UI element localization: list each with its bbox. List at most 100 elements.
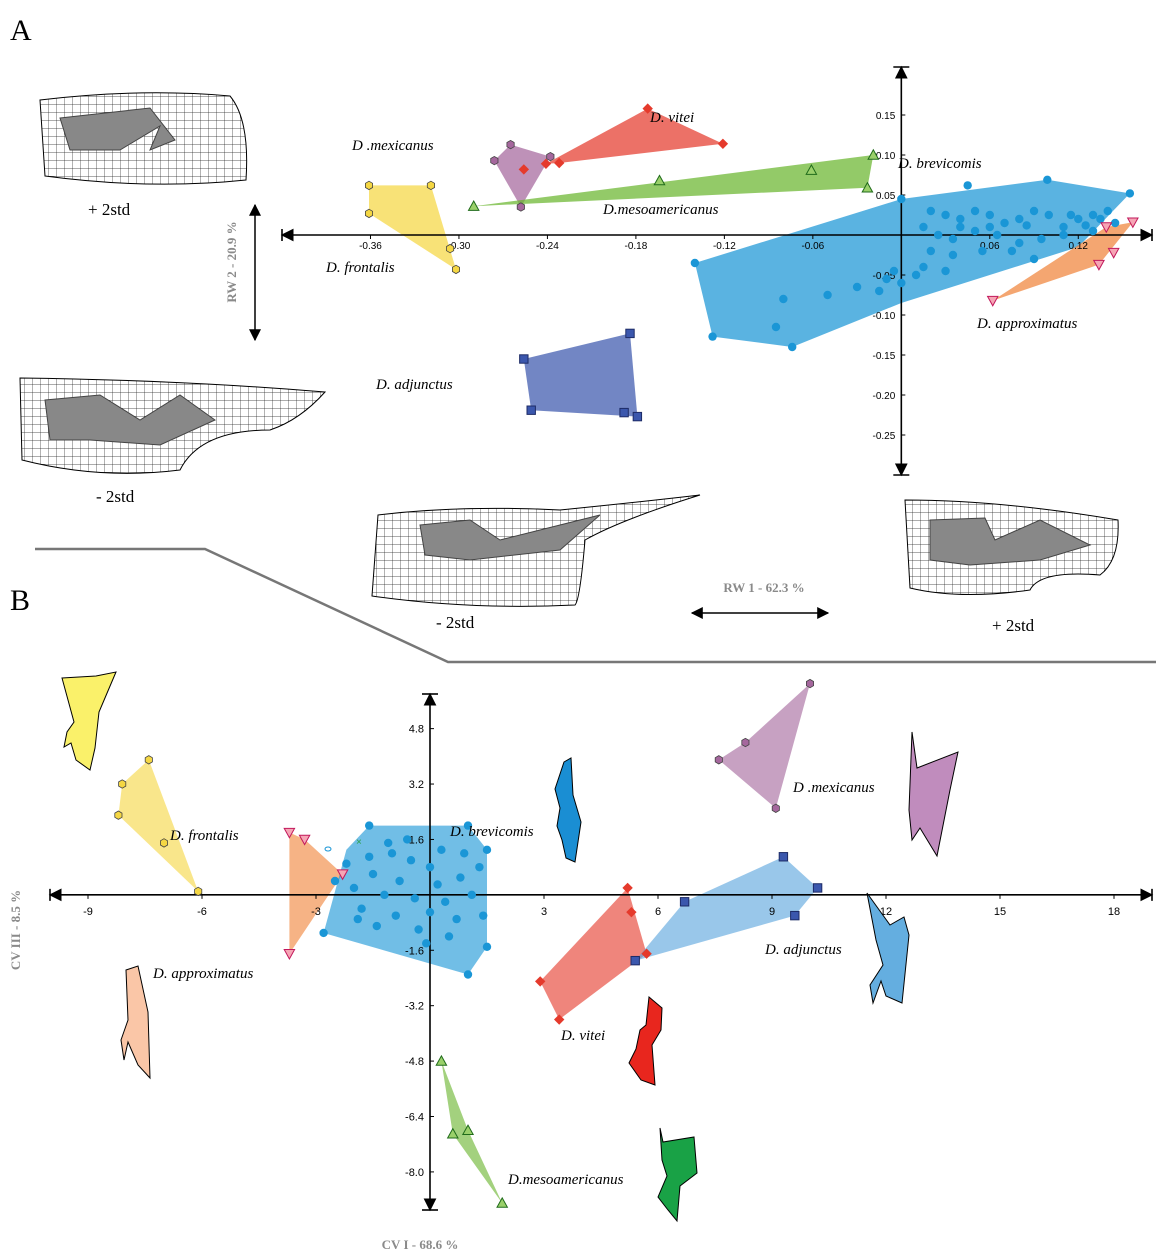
rw1-minus-label: - 2std bbox=[436, 613, 475, 632]
point-d-brevicomis bbox=[1044, 210, 1053, 220]
point-d-brevicomis bbox=[1007, 246, 1017, 256]
point-d-brevicomis bbox=[353, 914, 362, 924]
point-d-brevicomis bbox=[985, 222, 994, 232]
point-d-brevicomis bbox=[1125, 189, 1135, 198]
point-d-mesoamericanus bbox=[467, 199, 480, 211]
point-d-brevicomis bbox=[365, 852, 374, 861]
label-b-adjunctus: D. adjunctus bbox=[764, 942, 842, 958]
x-tick-label: -9 bbox=[83, 906, 93, 918]
point-d-frontalis bbox=[426, 180, 436, 191]
label-a-frontalis: D. frontalis bbox=[325, 260, 395, 276]
x-tick-label: -0.18 bbox=[624, 241, 647, 252]
shape-vitei bbox=[628, 996, 663, 1086]
point-d-brevicomis bbox=[384, 838, 393, 848]
point-d-brevicomis bbox=[444, 932, 454, 941]
point-d-brevicomis bbox=[919, 262, 928, 272]
point-d-brevicomis bbox=[406, 856, 416, 865]
point-d-brevicomis bbox=[926, 206, 936, 216]
point-d-brevicomis bbox=[933, 230, 943, 240]
x-tick-label: 6 bbox=[655, 906, 661, 918]
label-a-mexicanus: D .mexicanus bbox=[351, 138, 434, 154]
point-d-approximatus bbox=[1126, 217, 1139, 229]
point-d-brevicomis bbox=[919, 222, 928, 232]
small-ellipse-marker bbox=[324, 846, 332, 852]
point-d-brevicomis bbox=[948, 234, 958, 244]
hull-d-vitei bbox=[545, 108, 723, 164]
point-d-brevicomis bbox=[467, 890, 476, 900]
hull-d-frontalis bbox=[369, 185, 456, 270]
point-d-brevicomis bbox=[482, 845, 492, 855]
point-d-approximatus bbox=[336, 869, 349, 881]
shape-mexicanus bbox=[908, 731, 959, 858]
panel-a-hulls bbox=[369, 108, 1133, 417]
point-d-brevicomis bbox=[422, 939, 431, 948]
cross-marker: × bbox=[356, 837, 362, 848]
panel-a-axes: -0.36 -0.30 -0.24 -0.18 -0.12 -0.06 0.06 0.12 0.… bbox=[280, 65, 1154, 477]
x-tick-label: -0.06 bbox=[801, 241, 824, 252]
y-tick-label: 0.05 bbox=[876, 191, 896, 202]
point-d-brevicomis bbox=[414, 925, 423, 934]
hull-d-vitei bbox=[540, 887, 647, 1020]
x-tick-label: 9 bbox=[769, 906, 775, 918]
y-tick-label: -1.6 bbox=[405, 945, 424, 957]
x-tick-label: 0.06 bbox=[980, 241, 1000, 252]
point-d-vitei bbox=[518, 164, 530, 175]
point-d-brevicomis bbox=[365, 821, 374, 830]
point-d-brevicomis bbox=[823, 290, 832, 300]
rw2-minus-label: - 2std bbox=[96, 487, 135, 506]
point-d-brevicomis bbox=[875, 286, 884, 296]
point-d-mesoamericanus bbox=[446, 1127, 459, 1139]
point-d-frontalis bbox=[114, 810, 123, 820]
deformation-grid-rw1-minus bbox=[371, 494, 701, 607]
point-d-vitei bbox=[626, 906, 637, 918]
point-d-brevicomis bbox=[1103, 206, 1112, 216]
point-d-brevicomis bbox=[479, 911, 488, 920]
point-d-brevicomis bbox=[978, 246, 987, 256]
point-d-brevicomis bbox=[342, 859, 351, 868]
point-d-approximatus bbox=[986, 295, 999, 307]
point-d-brevicomis bbox=[441, 897, 450, 906]
point-d-adjunctus bbox=[619, 407, 629, 418]
rw1-plus-label: + 2std bbox=[992, 616, 1035, 635]
point-d-vitei bbox=[717, 138, 729, 149]
point-d-brevicomis bbox=[395, 876, 404, 886]
x-tick-label: -0.30 bbox=[448, 241, 471, 252]
point-d-brevicomis bbox=[380, 890, 389, 900]
y-tick-label: 3.2 bbox=[409, 779, 424, 791]
point-d-brevicomis bbox=[970, 226, 980, 236]
label-b-mexicanus: D .mexicanus bbox=[792, 780, 875, 796]
point-d-brevicomis bbox=[1015, 238, 1024, 248]
y-tick-label: 0.15 bbox=[876, 111, 896, 122]
point-d-brevicomis bbox=[956, 222, 965, 232]
point-d-mesoamericanus bbox=[861, 181, 874, 193]
point-d-adjunctus bbox=[526, 405, 536, 415]
point-d-brevicomis bbox=[410, 894, 419, 903]
x-tick-label: -0.24 bbox=[536, 241, 559, 252]
point-d-mexicanus bbox=[714, 755, 723, 765]
label-a-approximatus: D. approximatus bbox=[976, 316, 1077, 332]
point-d-brevicomis bbox=[1015, 214, 1024, 224]
label-b-mesoamericanus: D.mesoamericanus bbox=[507, 1172, 624, 1188]
cv3-axis-label: CV III - 8.5 % bbox=[8, 890, 23, 970]
point-d-brevicomis bbox=[779, 294, 788, 304]
point-d-brevicomis bbox=[911, 270, 921, 280]
shape-frontalis bbox=[61, 671, 117, 771]
point-d-approximatus bbox=[298, 834, 311, 846]
point-d-brevicomis bbox=[956, 214, 965, 224]
point-d-vitei bbox=[641, 948, 652, 959]
point-d-mexicanus bbox=[806, 678, 814, 689]
x-tick-label: 0.12 bbox=[1069, 241, 1089, 252]
y-tick-label: 4.8 bbox=[409, 724, 424, 736]
label-b-vitei: D. vitei bbox=[560, 1028, 605, 1044]
panel-a-chart: -0.36 -0.30 -0.24 -0.18 -0.12 -0.06 0.06 0.12 0.… bbox=[280, 65, 1154, 477]
point-d-frontalis bbox=[159, 838, 169, 848]
point-d-brevicomis bbox=[433, 880, 442, 889]
point-d-frontalis bbox=[194, 886, 203, 897]
point-d-brevicomis bbox=[357, 904, 366, 913]
point-d-adjunctus bbox=[778, 852, 789, 862]
point-d-frontalis bbox=[364, 180, 374, 191]
point-d-brevicomis bbox=[708, 332, 717, 341]
label-a-brevicomis: D. brevicomis bbox=[897, 156, 982, 172]
y-tick-label: -6.4 bbox=[405, 1111, 424, 1123]
x-tick-label: 3 bbox=[541, 906, 547, 918]
